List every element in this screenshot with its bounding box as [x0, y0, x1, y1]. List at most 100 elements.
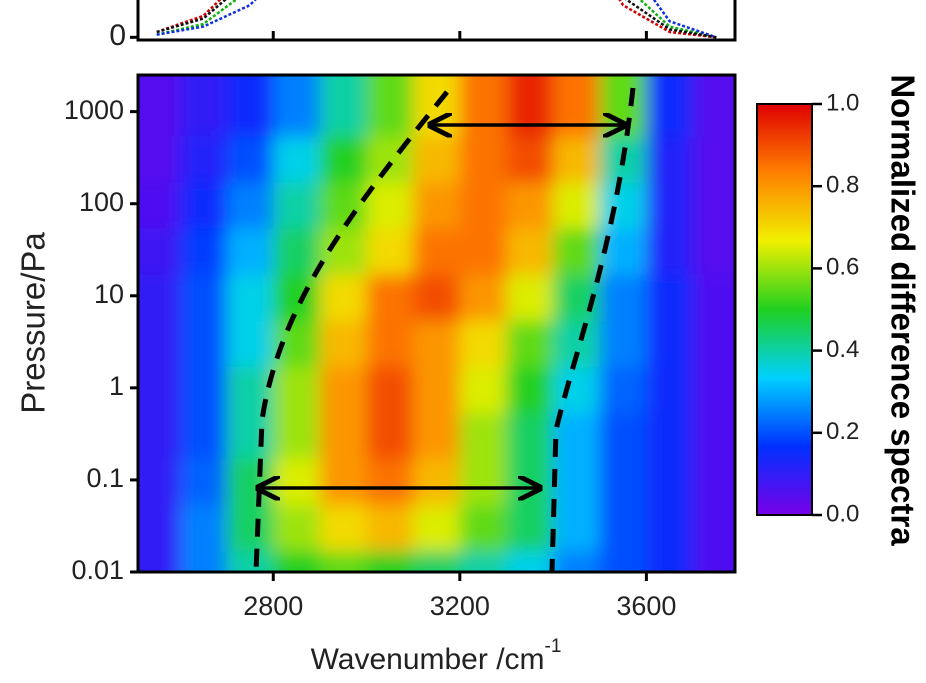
heatmap-cell [646, 503, 695, 552]
heatmap-cell [319, 75, 368, 137]
heatmap-cell [599, 75, 648, 137]
heatmap-cell [553, 135, 601, 183]
colorbar-tick-label: 0.0 [826, 500, 859, 527]
heatmap-cell [506, 273, 555, 321]
heatmap-cell [273, 550, 321, 572]
heatmap-cell [459, 365, 508, 413]
heatmap-cell [506, 227, 555, 275]
heatmap-cell [319, 550, 368, 572]
heatmap-cell [138, 411, 181, 459]
heatmap-cell [319, 181, 368, 229]
heatmap-cell [413, 227, 461, 275]
heatmap-cell [319, 273, 368, 321]
heatmap-cell [693, 319, 735, 367]
heatmap-cell [366, 365, 415, 413]
heatmap-cell [179, 273, 228, 321]
heatmap-cell [226, 365, 275, 413]
heatmap-cell [138, 227, 181, 275]
heatmap-cell [693, 503, 735, 552]
heatmap-cell [646, 273, 695, 321]
heatmap-cell [273, 365, 321, 413]
heatmap-cell [693, 457, 735, 505]
heatmap-cell [273, 411, 321, 459]
heatmap-cell [413, 365, 461, 413]
heatmap-cell [319, 319, 368, 367]
heatmap-cell [599, 319, 648, 367]
heatmap-cell [599, 550, 648, 572]
heatmap-cell [506, 75, 555, 137]
heatmap-cell [553, 457, 601, 505]
heatmap-cell [646, 135, 695, 183]
heatmap-cell [553, 181, 601, 229]
heatmap-cell [599, 365, 648, 413]
colorbar [756, 103, 813, 516]
heatmap-cell [138, 457, 181, 505]
heatmap-cell [506, 319, 555, 367]
heatmap-cell [273, 135, 321, 183]
heatmap-cell [693, 227, 735, 275]
heatmap-cell [366, 319, 415, 367]
heatmap-cell [413, 457, 461, 505]
heatmap-cell [273, 75, 321, 137]
heatmap-cell [226, 503, 275, 552]
heatmap-cell [599, 181, 648, 229]
heatmap-cell [413, 503, 461, 552]
y-tick-label: 1000 [64, 95, 124, 125]
dashed-boundary [549, 87, 636, 573]
colorbar-tick-label: 0.8 [826, 172, 859, 199]
heatmap-cell [459, 181, 508, 229]
colorbar-tick-label: 0.2 [826, 418, 859, 445]
heatmap-cell [459, 135, 508, 183]
heatmap-cell [599, 457, 648, 505]
heatmap-cell [459, 319, 508, 367]
heatmap-cell [599, 227, 648, 275]
y-tick-label: 100 [79, 187, 124, 217]
heatmap-cell [553, 227, 601, 275]
heatmap-cell [459, 227, 508, 275]
heatmap-cell [693, 550, 735, 572]
y-tick-label: 0.01 [71, 555, 124, 585]
heatmap-cell [138, 319, 181, 367]
heatmap-cell [459, 75, 508, 137]
heatmap-cell [226, 273, 275, 321]
heatmap-cell [319, 365, 368, 413]
heatmap-cell [553, 75, 601, 137]
top-frame [136, 0, 737, 42]
heatmap-cell [506, 365, 555, 413]
heatmap-cell [179, 365, 228, 413]
heatmap-cell [646, 411, 695, 459]
heatmap-cell [226, 411, 275, 459]
y-tick-label: 0.1 [86, 463, 124, 493]
heatmap-cell [226, 135, 275, 183]
heatmap-cell [646, 365, 695, 413]
heatmap-cell [646, 457, 695, 505]
colorbar-tick-label: 0.4 [826, 336, 859, 363]
x-axis-label: Wavenumber /cm-1 [311, 636, 562, 676]
heatmap-cell [138, 365, 181, 413]
heatmap-cell [138, 273, 181, 321]
heatmap-cell [506, 457, 555, 505]
heatmap-cell [693, 135, 735, 183]
heatmap-cell [179, 457, 228, 505]
colorbar-tick-label: 1.0 [826, 89, 859, 116]
heatmap-cell [553, 550, 601, 572]
line-series [156, 0, 717, 39]
y-tick-label: 10 [94, 279, 124, 309]
heatmap-cell [226, 319, 275, 367]
heatmap-cell [366, 181, 415, 229]
heatmap-cell [273, 181, 321, 229]
heatmap-cell [138, 181, 181, 229]
colorbar-tick-label: 0.6 [826, 254, 859, 281]
heatmap-cell [459, 503, 508, 552]
heatmap-cell [366, 503, 415, 552]
heatmap-cell [179, 135, 228, 183]
heatmap-cell [459, 550, 508, 572]
heatmap-cell [179, 503, 228, 552]
heatmap-cell [273, 503, 321, 552]
heatmap-cell [506, 181, 555, 229]
heatmap-cell [506, 135, 555, 183]
heatmap-cell [138, 503, 181, 552]
heatmap-cell [646, 181, 695, 229]
heatmap-cell [179, 75, 228, 137]
